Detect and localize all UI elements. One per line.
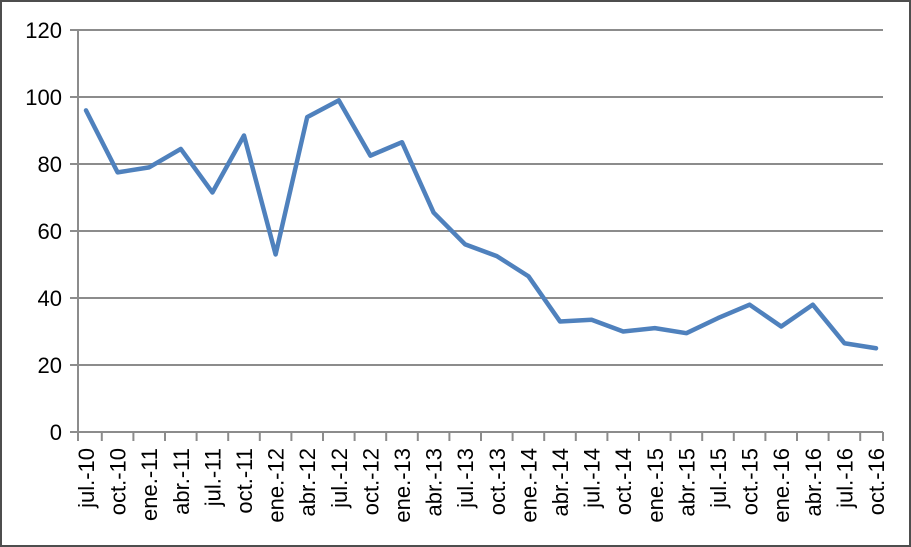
x-axis-label: abr.-16 bbox=[801, 448, 826, 517]
y-axis-label: 40 bbox=[38, 286, 62, 311]
data-series-line bbox=[83, 98, 879, 351]
x-axis-label: jul.-14 bbox=[580, 448, 605, 509]
x-axis-label: oct.-11 bbox=[232, 448, 257, 514]
x-axis-label: jul.-16 bbox=[832, 448, 857, 509]
y-axis-label: 0 bbox=[50, 420, 62, 445]
y-axis-label: 80 bbox=[38, 152, 62, 177]
x-axis-label: abr.-14 bbox=[548, 448, 573, 517]
y-axis-label: 20 bbox=[38, 353, 62, 378]
x-axis-label: ene.-12 bbox=[264, 448, 289, 523]
x-axis-label: abr.-12 bbox=[295, 448, 320, 517]
x-axis-label: oct.-16 bbox=[864, 448, 889, 515]
x-axis-label: ene.-13 bbox=[390, 448, 415, 523]
x-axis-label: ene.-11 bbox=[137, 448, 162, 521]
x-axis-label: jul.-13 bbox=[453, 448, 478, 509]
x-axis-label: ene.-16 bbox=[769, 448, 794, 523]
x-axis-label: oct.-14 bbox=[611, 448, 636, 515]
x-axis-label: abr.-11 bbox=[169, 448, 194, 515]
x-axis-label: jul.-15 bbox=[706, 448, 731, 509]
x-axis-label: oct.-13 bbox=[485, 448, 510, 515]
y-axis-label: 120 bbox=[25, 18, 62, 43]
x-axis-label: oct.-15 bbox=[738, 448, 763, 515]
x-axis-label: abr.-13 bbox=[422, 448, 447, 517]
x-axis-label: jul.-12 bbox=[327, 448, 352, 509]
x-axis-label: ene.-14 bbox=[516, 448, 541, 523]
x-axis-label: oct.-12 bbox=[358, 448, 383, 515]
x-axis-label: ene.-15 bbox=[643, 448, 668, 523]
x-axis-label: abr.-15 bbox=[674, 448, 699, 517]
x-axis-label: jul.-10 bbox=[74, 448, 99, 509]
x-axis-label: jul.-11 bbox=[200, 448, 225, 507]
x-axis-label: oct.-10 bbox=[106, 448, 131, 515]
y-axis-label: 100 bbox=[25, 85, 62, 110]
y-axis-label: 60 bbox=[38, 219, 62, 244]
